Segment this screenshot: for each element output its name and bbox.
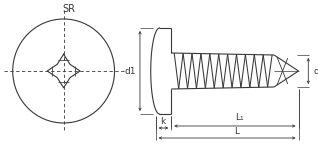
- Text: L: L: [234, 127, 239, 135]
- Text: d1: d1: [124, 66, 136, 76]
- Text: SR: SR: [62, 4, 75, 14]
- Text: k: k: [160, 117, 166, 125]
- Text: d: d: [313, 66, 318, 76]
- Text: L₁: L₁: [236, 114, 244, 122]
